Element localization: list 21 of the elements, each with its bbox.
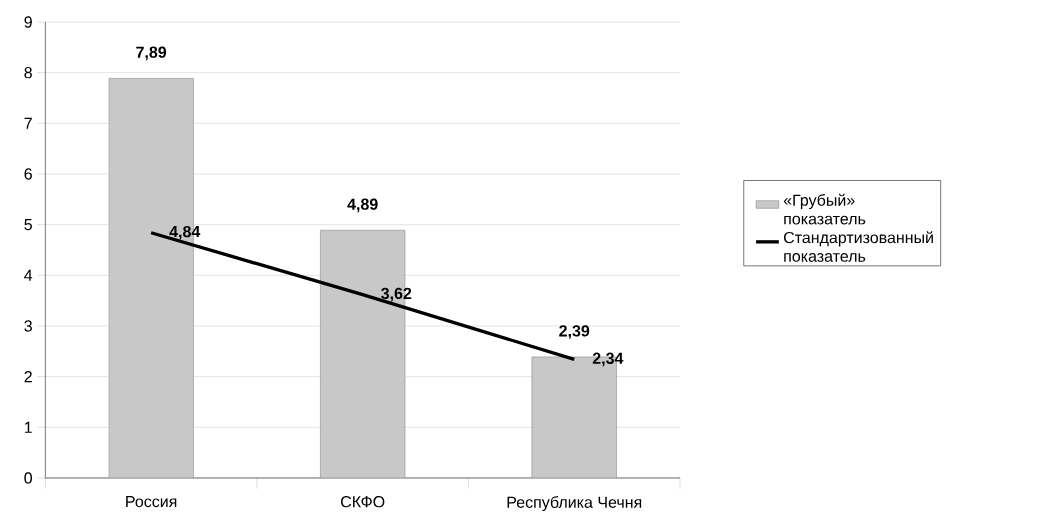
data-label: 2,39 (559, 325, 590, 339)
y-tick-label: 4 (24, 269, 33, 281)
legend-label: «Грубый» показатель (783, 193, 866, 225)
y-tick-label: 8 (24, 67, 32, 79)
y-tick-label: 9 (24, 16, 32, 28)
x-tick-label: СКФО (341, 496, 385, 508)
data-label: 2,34 (592, 352, 624, 367)
data-label: 7,89 (136, 46, 167, 61)
y-tick-label: 5 (24, 219, 32, 231)
y-tick-label: 0 (24, 472, 33, 484)
y-tick-label: 3 (24, 320, 32, 332)
y-tick-label: 6 (24, 168, 32, 180)
y-tick-label: 7 (24, 117, 32, 129)
x-tick-label: Россия (126, 496, 177, 508)
legend-label: Стандартизованный показатель (783, 231, 933, 262)
data-label: 4,84 (169, 225, 201, 240)
data-label: 4,89 (347, 198, 378, 213)
y-tick-label: 1 (24, 421, 32, 433)
x-tick-label: Республика Чечня (507, 496, 642, 512)
y-tick-label: 2 (24, 371, 32, 383)
data-label: 3,62 (381, 287, 412, 302)
